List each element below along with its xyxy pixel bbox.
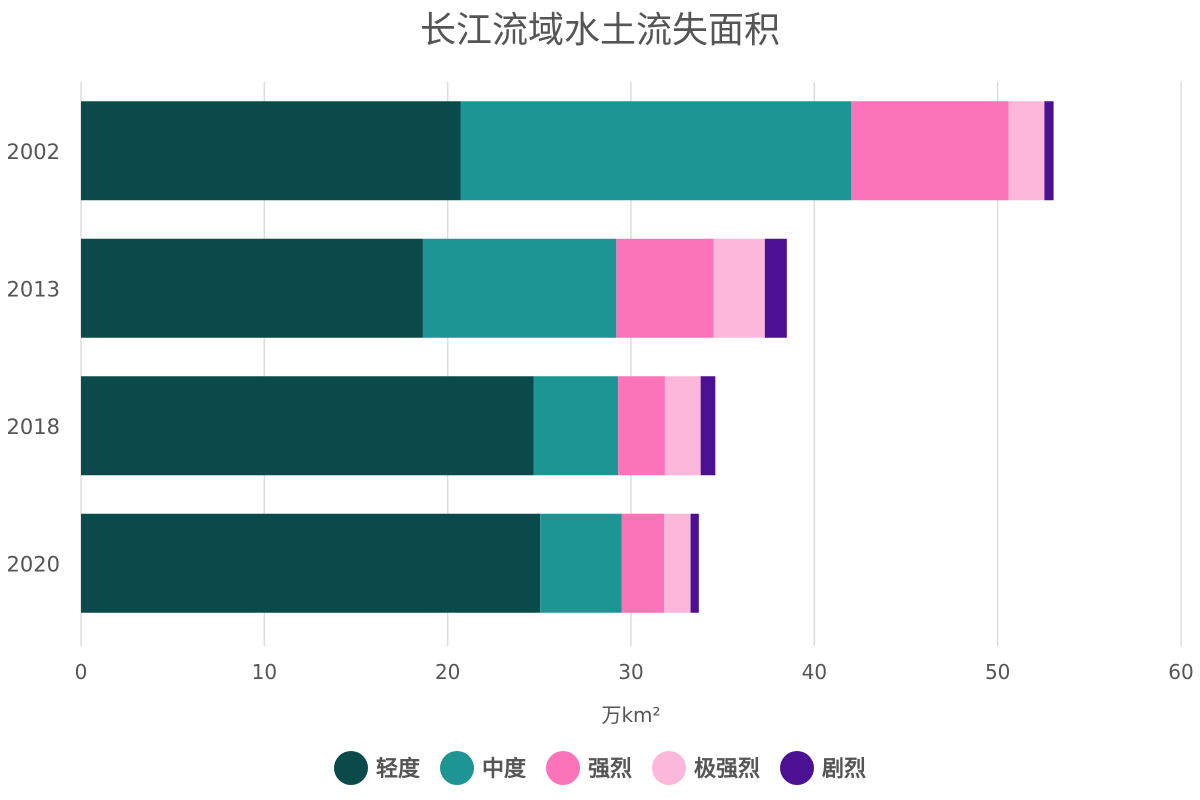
bar-segment <box>664 376 701 476</box>
y-category-label: 2018 <box>7 415 60 439</box>
legend-swatch <box>780 751 814 785</box>
x-tick-label: 40 <box>802 660 827 684</box>
legend-swatch <box>652 751 686 785</box>
bar-segment <box>1044 101 1054 201</box>
bar-segment <box>764 238 787 338</box>
bar-segment <box>851 101 1009 201</box>
bar-segment <box>81 238 423 338</box>
x-tick-label: 50 <box>985 660 1010 684</box>
bar-segment <box>713 238 765 338</box>
bar-segment <box>621 513 664 613</box>
legend-label: 强烈 <box>588 757 632 782</box>
bar-segment <box>618 376 665 476</box>
bar-segment <box>664 513 691 613</box>
bar-segment <box>690 513 699 613</box>
x-tick-label: 30 <box>618 660 643 684</box>
legend-label: 剧烈 <box>822 757 866 782</box>
legend: 轻度 中度 强烈 极强烈 剧烈 <box>334 751 866 785</box>
x-tick-label: 10 <box>252 660 277 684</box>
legend-label: 极强烈 <box>694 757 760 782</box>
bar-segment <box>1008 101 1045 201</box>
y-category-label: 2013 <box>7 277 60 301</box>
bar-segment <box>81 101 461 201</box>
y-category-label: 2002 <box>7 140 60 164</box>
x-tick-label: 60 <box>1168 660 1193 684</box>
bar-segment <box>533 376 619 476</box>
bar-segment <box>422 238 617 338</box>
x-axis-tick-labels: 0 10 20 30 40 50 60 <box>75 660 1194 684</box>
y-category-label: 2020 <box>7 552 60 576</box>
y-axis-labels: 2002 2013 2018 2020 <box>7 140 60 577</box>
bar-segment <box>540 513 622 613</box>
bar-segment <box>81 513 541 613</box>
x-axis-label: 万km² <box>601 703 660 727</box>
bars <box>81 101 1054 613</box>
x-tick-label: 0 <box>75 660 88 684</box>
bar-segment <box>460 101 851 201</box>
legend-label: 轻度 <box>376 756 421 782</box>
chart-title: 长江流域水土流失面积 <box>420 10 780 51</box>
bar-segment <box>700 376 716 476</box>
bar-segment <box>81 376 534 476</box>
x-tick-label: 20 <box>435 660 460 684</box>
bar-segment <box>616 238 714 338</box>
legend-swatch <box>546 751 580 785</box>
legend-swatch <box>440 751 474 785</box>
legend-swatch <box>334 751 368 785</box>
legend-label: 中度 <box>482 756 527 782</box>
